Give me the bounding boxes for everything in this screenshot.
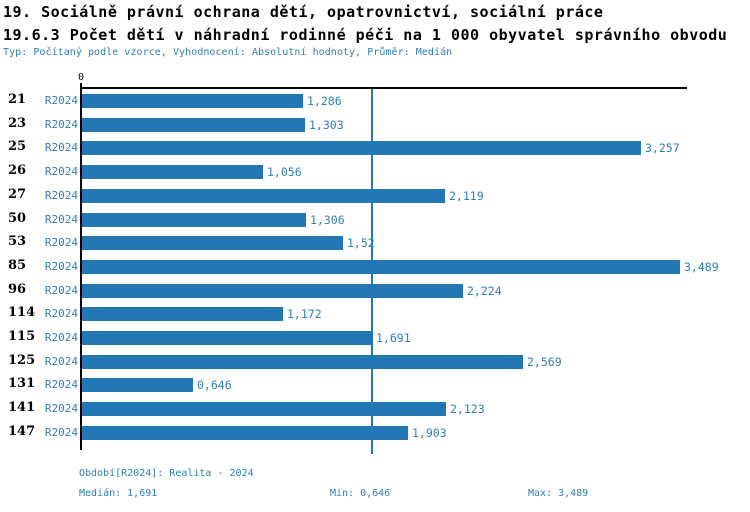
row-series-label: R2024	[44, 236, 78, 249]
bar	[82, 165, 263, 179]
bar	[82, 426, 408, 440]
bar	[82, 331, 372, 345]
row-category-label: 115	[8, 329, 36, 344]
row-series-label: R2024	[44, 331, 78, 344]
row-category-label: 23	[8, 116, 27, 131]
bar	[82, 189, 445, 203]
bar	[82, 355, 523, 369]
row-category-label: 96	[8, 282, 27, 297]
x-axis-zero-tick-label: 0	[77, 72, 85, 83]
row-series-label: R2024	[44, 141, 78, 154]
row-category-label: 21	[8, 92, 27, 107]
row-series-label: R2024	[44, 426, 78, 439]
row-category-label: 25	[8, 139, 27, 154]
bar	[82, 284, 463, 298]
bar-value-label: 1,286	[307, 94, 342, 108]
row-series-label: R2024	[44, 94, 78, 107]
row-series-label: R2024	[44, 284, 78, 297]
bar-value-label: 3,489	[684, 260, 719, 274]
report-section-title: 19. Sociálně právní ochrana dětí, opatro…	[3, 3, 604, 21]
bar	[82, 402, 446, 416]
bar-value-label: 1,306	[310, 213, 345, 227]
row-category-label: 27	[8, 187, 27, 202]
y-axis-line	[80, 83, 82, 450]
row-category-label: 50	[8, 211, 27, 226]
row-category-label: 131	[8, 376, 36, 391]
row-series-label: R2024	[44, 307, 78, 320]
stat-min-label: Min: 0,646	[330, 488, 391, 499]
bar-value-label: 3,257	[645, 141, 680, 155]
bar-value-label: 2,119	[449, 189, 484, 203]
row-category-label: 26	[8, 163, 27, 178]
bar	[82, 260, 680, 274]
x-axis-line	[80, 87, 687, 89]
bar-value-label: 1,056	[267, 165, 302, 179]
bar	[82, 141, 641, 155]
bar-value-label: 1,172	[287, 307, 322, 321]
bar-value-label: 2,224	[467, 284, 502, 298]
row-series-label: R2024	[44, 355, 78, 368]
row-series-label: R2024	[44, 118, 78, 131]
stat-max-label: Max: 3,489	[528, 488, 589, 499]
bar	[82, 378, 193, 392]
chart-title: 19.6.3 Počet dětí v náhradní rodinné péč…	[3, 26, 728, 44]
chart-meta-info: Typ: Počítaný podle vzorce, Vyhodnocení:…	[3, 47, 453, 58]
row-series-label: R2024	[44, 378, 78, 391]
bar-value-label: 1,691	[376, 331, 411, 345]
bar	[82, 307, 283, 321]
bar-value-label: 1,52	[347, 236, 375, 250]
bar-value-label: 2,569	[527, 355, 562, 369]
bar-value-label: 0,646	[197, 378, 232, 392]
bar-value-label: 2,123	[450, 402, 485, 416]
row-series-label: R2024	[44, 213, 78, 226]
bar	[82, 236, 343, 250]
row-series-label: R2024	[44, 402, 78, 415]
row-category-label: 125	[8, 353, 36, 368]
row-category-label: 85	[8, 258, 27, 273]
row-series-label: R2024	[44, 260, 78, 273]
row-category-label: 114	[8, 305, 36, 320]
bar	[82, 94, 303, 108]
legend-period-label: Období[R2024]: Realita - 2024	[79, 468, 254, 479]
row-category-label: 147	[8, 424, 36, 439]
bar-value-label: 1,903	[412, 426, 447, 440]
stat-median-label: Medián: 1,691	[79, 488, 158, 499]
bar	[82, 118, 305, 132]
row-category-label: 53	[8, 234, 27, 249]
row-series-label: R2024	[44, 189, 78, 202]
row-category-label: 141	[8, 400, 36, 415]
row-series-label: R2024	[44, 165, 78, 178]
bar	[82, 213, 306, 227]
bar-value-label: 1,303	[309, 118, 344, 132]
